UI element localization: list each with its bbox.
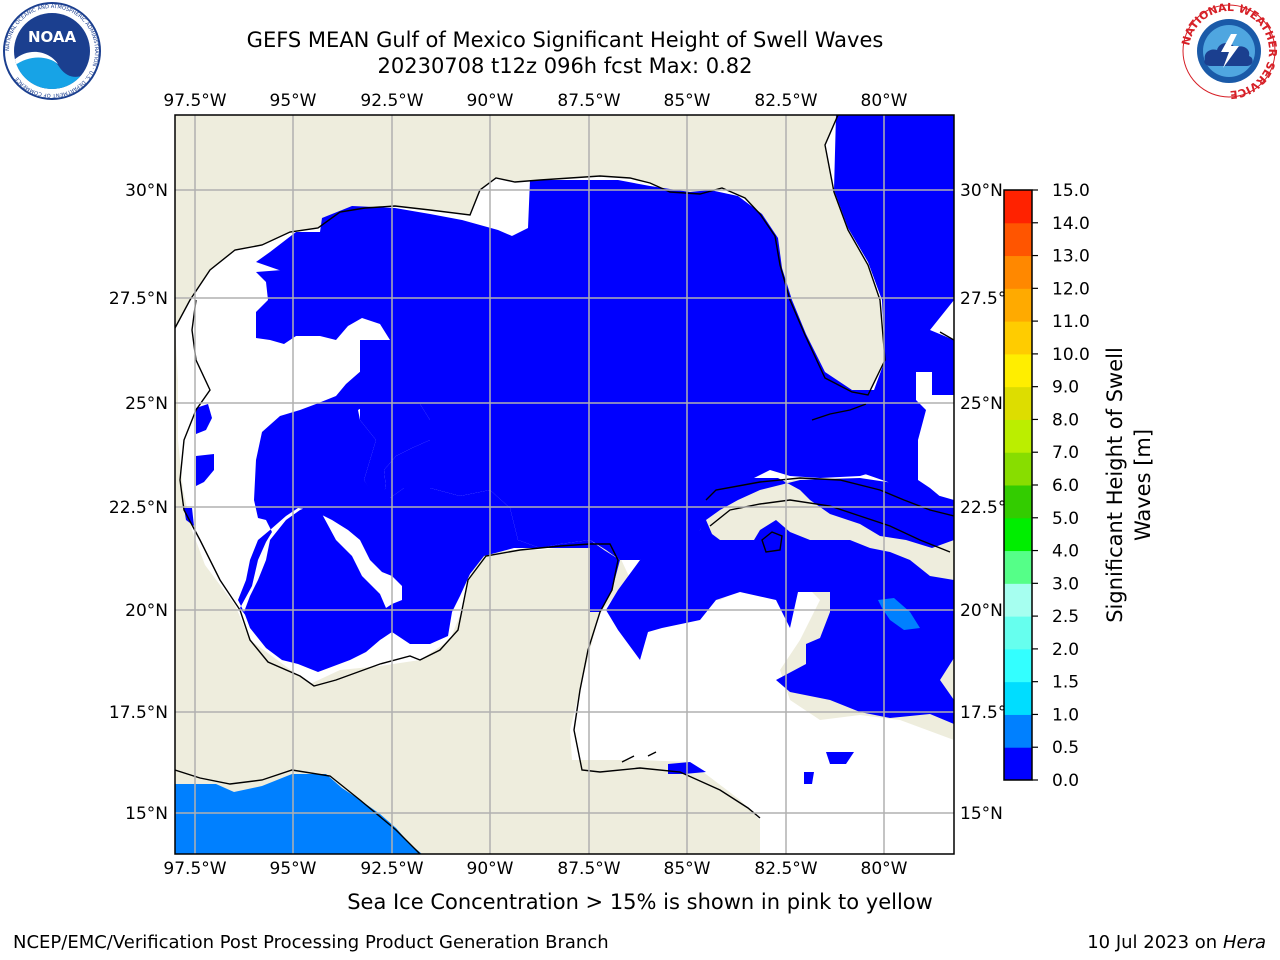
lat-label-right: 20°N <box>960 601 1003 621</box>
footer-machine: Hera <box>1222 932 1266 953</box>
swell-field-low-gulf <box>360 340 430 500</box>
swell-field-low-west-3 <box>184 508 194 526</box>
colorbar-tick-label: 0.0 <box>1052 771 1079 791</box>
lat-label-left: 25°N <box>125 394 168 414</box>
colorbar-segment <box>1004 517 1032 552</box>
lat-label-left: 22.5°N <box>109 498 168 518</box>
chart-subtitle: 20230708 t12z 096h fcst Max: 0.82 <box>377 54 753 78</box>
swell-field-low-caribbean-3 <box>804 772 814 784</box>
colorbar-segment <box>1004 452 1032 486</box>
colorbar-segment <box>1004 419 1032 453</box>
chart-title: GEFS MEAN Gulf of Mexico Significant Hei… <box>246 28 884 52</box>
colorbar-tick-label: 5.0 <box>1052 509 1079 529</box>
colorbar-segment <box>1004 190 1032 224</box>
lon-label-top: 90°W <box>467 91 514 111</box>
colorbar-tick-label: 0.5 <box>1052 738 1079 758</box>
colorbar-tick-label: 9.0 <box>1052 378 1079 398</box>
noaa-logo-icon: NOAA NATIONAL OCEANIC AND ATMOSPHERIC AD… <box>3 2 101 100</box>
lat-label-right: 15°N <box>960 804 1003 824</box>
swell-field-mid-cayman <box>878 598 920 630</box>
lon-label-top: 82.5°W <box>754 91 817 111</box>
colorbar-segment <box>1004 288 1032 322</box>
footer-date: 10 Jul 2023 on Hera <box>1087 932 1266 953</box>
colorbar-segment <box>1004 386 1032 420</box>
swell-field-mid-pacific <box>175 774 422 854</box>
lat-label-left: 20°N <box>125 601 168 621</box>
colorbar-segment <box>1004 616 1032 650</box>
lon-label-bottom: 92.5°W <box>360 859 423 879</box>
colorbar-tick-label: 1.5 <box>1052 673 1079 693</box>
colorbar-segment <box>1004 648 1032 683</box>
lon-label-top: 97.5°W <box>163 91 226 111</box>
colorbar-label-line1: Significant Height of Swell <box>1103 347 1127 623</box>
colorbar-tick-label: 13.0 <box>1052 247 1090 267</box>
colorbar-segment <box>1004 321 1032 355</box>
swell-field-low-west-2 <box>196 454 214 486</box>
lon-label-bottom: 90°W <box>467 859 514 879</box>
colorbar-tick-label: 14.0 <box>1052 214 1090 234</box>
lon-label-bottom: 97.5°W <box>163 859 226 879</box>
lon-label-top: 92.5°W <box>360 91 423 111</box>
colorbar-tick-label: 7.0 <box>1052 443 1079 463</box>
colorbar-segment <box>1004 714 1032 748</box>
swell-field-low-main <box>376 184 918 560</box>
colorbar-tick-label: 3.0 <box>1052 574 1079 594</box>
map-frame <box>174 114 955 855</box>
lon-label-top: 95°W <box>270 91 317 111</box>
nws-logo-icon: NATIONAL WEATHER SERVICE <box>1179 2 1279 100</box>
colorbar-segment <box>1004 485 1032 519</box>
lon-label-top: 85°W <box>664 91 711 111</box>
colorbar-tick-label: 2.0 <box>1052 640 1079 660</box>
colorbar-tick-label: 11.0 <box>1052 312 1090 332</box>
footer-date-text: 10 Jul 2023 on <box>1087 932 1223 953</box>
lon-label-bottom: 85°W <box>664 859 711 879</box>
colorbar-segment <box>1004 255 1032 289</box>
colorbar-tick-label: 15.0 <box>1052 181 1090 201</box>
colorbar-tick-label: 6.0 <box>1052 476 1079 496</box>
colorbar-tick-label: 4.0 <box>1052 542 1079 562</box>
colorbar-segment <box>1004 681 1032 715</box>
colorbar-tick-label: 2.5 <box>1052 607 1079 627</box>
lat-labels-left: 30°N 27.5°N 25°N 22.5°N 20°N 17.5°N 15°N <box>109 181 168 824</box>
lon-labels-top: 97.5°W 95°W 92.5°W 90°W 87.5°W 85°W 82.5… <box>163 91 907 111</box>
lon-label-bottom: 95°W <box>270 859 317 879</box>
colorbar-tick-label: 8.0 <box>1052 410 1079 430</box>
colorbar-segment <box>1004 583 1032 617</box>
lon-label-bottom: 80°W <box>861 859 908 879</box>
lon-label-top: 80°W <box>861 91 908 111</box>
lon-label-bottom: 87.5°W <box>557 859 620 879</box>
colorbar-tick-label: 1.0 <box>1052 705 1079 725</box>
colorbar-tick-label: 10.0 <box>1052 345 1090 365</box>
ice-note: Sea Ice Concentration > 15% is shown in … <box>347 890 933 914</box>
colorbar-tick-label: 12.0 <box>1052 279 1090 299</box>
graticule <box>175 115 954 854</box>
footer-credit: NCEP/EMC/Verification Post Processing Pr… <box>13 932 609 953</box>
lon-label-bottom: 82.5°W <box>754 859 817 879</box>
lon-labels-bottom: 97.5°W 95°W 92.5°W 90°W 87.5°W 85°W 82.5… <box>163 859 907 879</box>
swell-field-low-west-1 <box>196 404 212 434</box>
noaa-logo-text: NOAA <box>28 28 77 46</box>
lat-label-right: 30°N <box>960 181 1003 201</box>
lat-label-right: 25°N <box>960 394 1003 414</box>
lat-label-left: 17.5°N <box>109 703 168 723</box>
colorbar-label-line2: Waves [m] <box>1131 429 1155 541</box>
lat-label-left: 30°N <box>125 181 168 201</box>
colorbar-segment <box>1004 353 1032 388</box>
swell-field-low-central <box>238 216 620 672</box>
colorbar: 0.0 0.5 1.0 1.5 2.0 2.5 3.0 4.0 5.0 6.0 7.0 8.0 9.0 1… <box>1003 181 1090 791</box>
swell-field-low-caribbean-2 <box>826 752 854 764</box>
colorbar-segment <box>1004 550 1032 584</box>
lon-label-top: 87.5°W <box>557 91 620 111</box>
colorbar-segment <box>1004 747 1032 781</box>
map-area <box>175 115 954 854</box>
lat-label-left: 15°N <box>125 804 168 824</box>
colorbar-segment <box>1004 222 1032 257</box>
lat-label-left: 27.5°N <box>109 289 168 309</box>
